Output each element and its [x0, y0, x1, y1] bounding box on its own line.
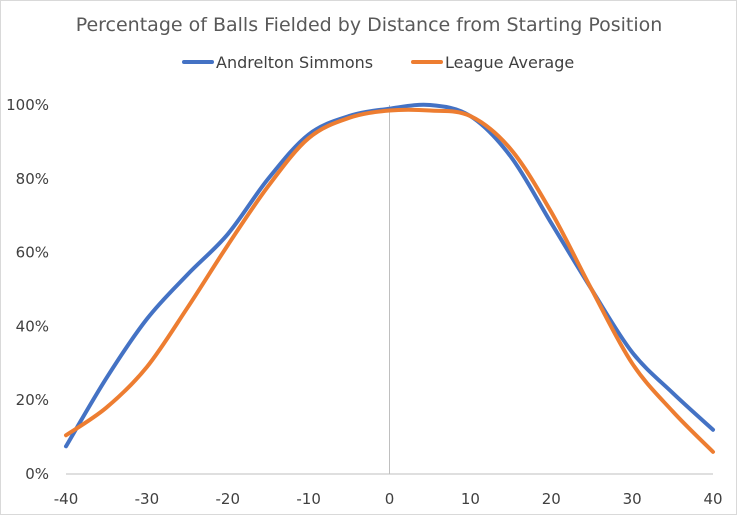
legend: Andrelton Simmons League Average [182, 53, 574, 72]
x-tick-label: 10 [461, 490, 480, 508]
y-tick-label: 20% [16, 391, 49, 409]
legend-label-series-2: League Average [445, 53, 574, 72]
series-lines [64, 102, 715, 454]
axes: 0% 20% 40% 60% 80% 100% -40 -30 -20 -10 0 10 20 30 40 [6, 96, 722, 508]
y-tick-label: 40% [16, 317, 49, 335]
x-tick-label: -20 [216, 490, 241, 508]
x-tick-label: -10 [296, 490, 321, 508]
x-tick-label: 40 [703, 490, 722, 508]
y-tick-label: 60% [16, 244, 49, 262]
y-tick-label: 80% [16, 170, 49, 188]
x-tick-label: 30 [623, 490, 642, 508]
series-line-2 [64, 107, 715, 454]
legend-label-series-1: Andrelton Simmons [216, 53, 373, 72]
y-tick-label: 100% [6, 96, 49, 114]
x-tick-label: 0 [385, 490, 395, 508]
x-tick-label: -30 [135, 490, 160, 508]
x-tick-label: -40 [54, 490, 79, 508]
y-tick-label: 0% [25, 465, 49, 483]
chart-title: Percentage of Balls Fielded by Distance … [76, 14, 663, 36]
x-tick-label: 20 [542, 490, 561, 508]
